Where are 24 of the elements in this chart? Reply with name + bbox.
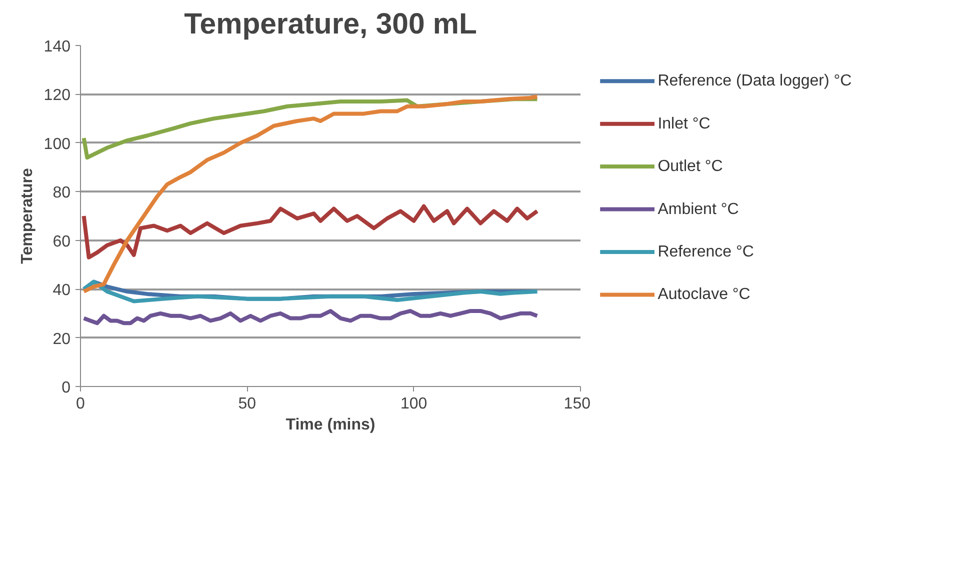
- y-tick-label: 140: [44, 38, 71, 56]
- y-axis-title: Temperature: [18, 168, 36, 264]
- x-tick-label: 100: [400, 396, 428, 412]
- legend-label: Ambient °C: [658, 200, 739, 218]
- y-tick-label: 20: [52, 330, 71, 348]
- y-tick-label: 80: [52, 184, 71, 202]
- legend-label: Inlet °C: [658, 115, 710, 132]
- line-series: [82, 204, 540, 260]
- y-tick-label: 0: [62, 380, 71, 396]
- legend-label: Autoclave °C: [658, 286, 750, 304]
- chart-title: Temperature, 300 mL: [184, 8, 478, 40]
- line-series: [82, 94, 540, 294]
- y-tick-label: 40: [52, 282, 71, 300]
- x-axis-title: Time (mins): [286, 416, 376, 434]
- y-tick-label: 60: [52, 233, 71, 250]
- legend-label: Reference (Data logger) °C: [658, 72, 852, 90]
- x-tick-label: 150: [564, 396, 591, 412]
- y-tick-label: 120: [44, 87, 71, 104]
- legend-label: Reference °C: [658, 243, 754, 260]
- line-series: [82, 308, 540, 326]
- x-tick-label: 0: [76, 396, 86, 412]
- y-tick-label: 100: [44, 136, 71, 153]
- legend-label: Outlet °C: [658, 158, 723, 176]
- x-tick-label: 50: [238, 396, 256, 412]
